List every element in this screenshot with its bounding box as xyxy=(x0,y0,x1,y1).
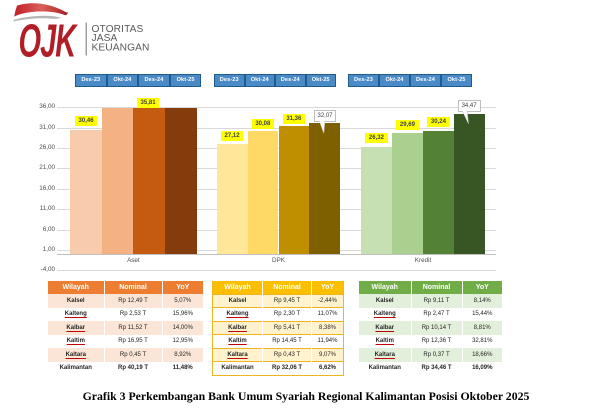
svg-text:OJK: OJK xyxy=(19,16,79,63)
svg-text:OTORITAS: OTORITAS xyxy=(92,24,144,35)
svg-text:JASA: JASA xyxy=(92,33,118,44)
svg-text:KEUANGAN: KEUANGAN xyxy=(92,43,150,54)
